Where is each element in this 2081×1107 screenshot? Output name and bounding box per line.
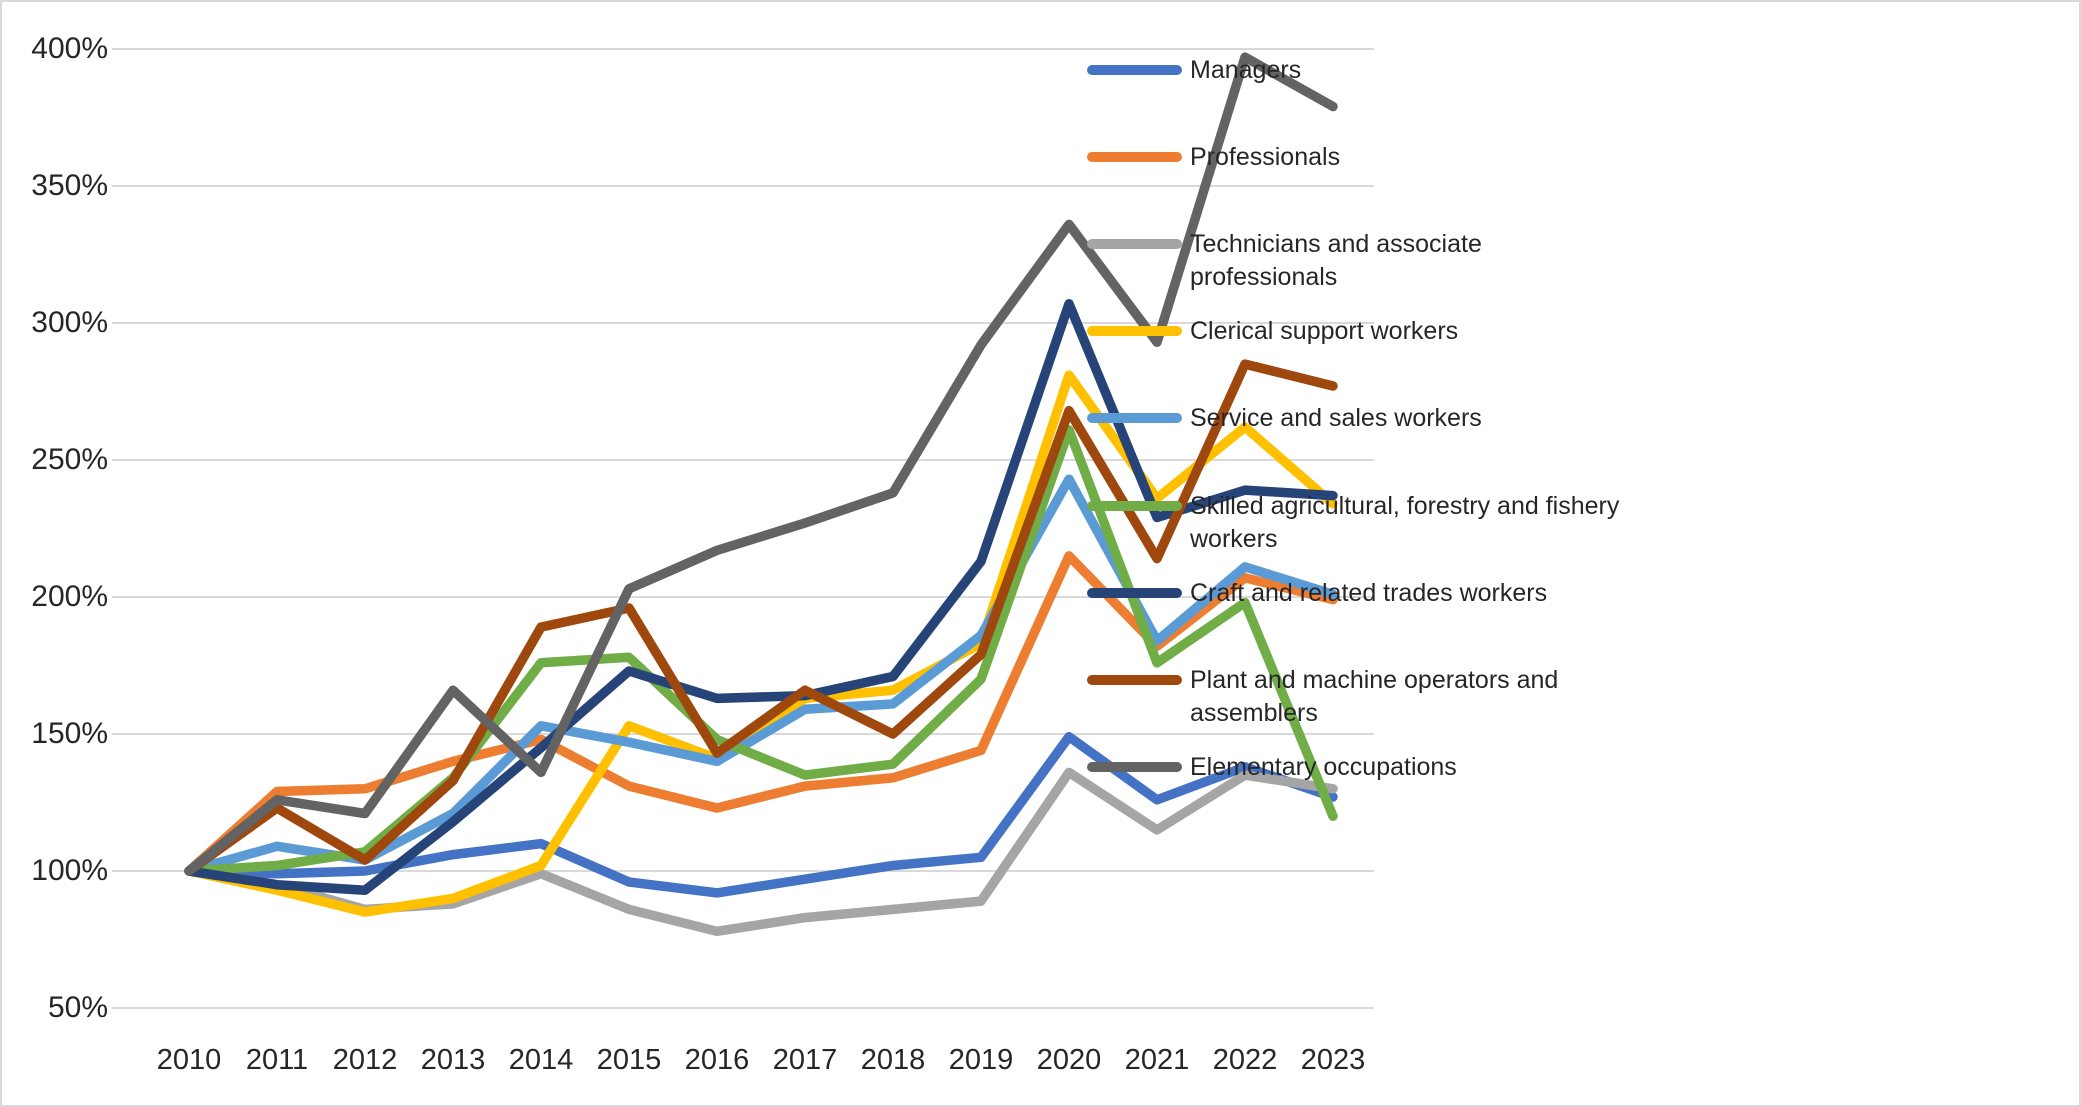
x-axis-year-label: 2021 bbox=[1124, 1044, 1190, 1076]
x-axis-year-label: 2015 bbox=[596, 1044, 662, 1076]
x-axis-year-label: 2011 bbox=[245, 1044, 309, 1076]
x-axis-year-label: 2016 bbox=[684, 1044, 750, 1076]
series-line-skilled-agricultural-forestry-and-fishery-workers bbox=[184, 425, 1338, 876]
legend-swatch-icon bbox=[1087, 326, 1182, 336]
legend-swatch-icon bbox=[1087, 501, 1182, 511]
x-axis-year-label: 2022 bbox=[1212, 1044, 1278, 1076]
x-axis-year-label: 2012 bbox=[332, 1044, 398, 1076]
legend-label: Professionals bbox=[1190, 143, 1341, 171]
x-axis-year-label: 2013 bbox=[420, 1044, 486, 1076]
legend-swatch-icon bbox=[1087, 239, 1182, 249]
legend-swatch-icon bbox=[1087, 588, 1182, 598]
y-axis-tick-label: 150% bbox=[31, 717, 108, 750]
legend-label: Clerical support workers bbox=[1190, 317, 1459, 345]
legend-label: Skilled agricultural, forestry and fishe… bbox=[1190, 492, 1620, 553]
legend-label: Technicians and associate professionals bbox=[1190, 230, 1482, 291]
legend-label: Craft and related trades workers bbox=[1190, 579, 1548, 607]
legend-label: Elementary occupations bbox=[1190, 753, 1457, 781]
y-axis-tick-label: 300% bbox=[31, 306, 108, 339]
y-axis-tick-label: 200% bbox=[31, 580, 108, 613]
legend-swatch-icon bbox=[1087, 65, 1182, 75]
legend-label: Plant and machine operators and assemble… bbox=[1190, 666, 1559, 727]
y-axis-tick-label: 350% bbox=[31, 169, 108, 202]
x-axis-year-label: 2017 bbox=[772, 1044, 838, 1076]
x-axis-year-label: 2019 bbox=[948, 1044, 1014, 1076]
y-axis-tick-label: 400% bbox=[31, 32, 108, 65]
x-axis-year-label: 2023 bbox=[1300, 1044, 1366, 1076]
legend-label: Service and sales workers bbox=[1190, 404, 1482, 432]
series-line-plant-and-machine-operators-and-assemblers bbox=[184, 359, 1338, 876]
legend-swatch-icon bbox=[1087, 762, 1182, 772]
x-axis-year-label: 2018 bbox=[860, 1044, 926, 1076]
legend-swatch-icon bbox=[1087, 413, 1182, 423]
x-axis-year-label: 2020 bbox=[1036, 1044, 1102, 1076]
x-axis-year-label: 2010 bbox=[156, 1044, 222, 1076]
series-line-managers bbox=[184, 731, 1338, 898]
legend-swatch-icon bbox=[1087, 675, 1182, 685]
legend-label: Managers bbox=[1190, 56, 1302, 84]
y-axis-tick-label: 50% bbox=[47, 991, 108, 1024]
y-axis-tick-label: 100% bbox=[31, 854, 108, 887]
y-axis-tick-label: 250% bbox=[31, 443, 108, 476]
series-line-craft-and-related-trades-workers bbox=[184, 299, 1338, 895]
legend-swatch-icon bbox=[1087, 152, 1182, 162]
series-line-elementary-occupations bbox=[184, 52, 1338, 876]
x-axis-year-label: 2014 bbox=[508, 1044, 574, 1076]
